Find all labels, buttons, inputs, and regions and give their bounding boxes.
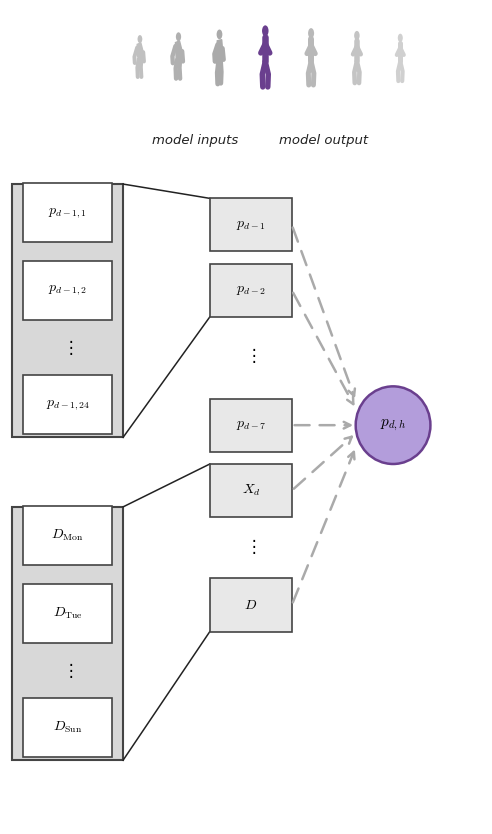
FancyBboxPatch shape	[23, 375, 112, 435]
Circle shape	[138, 35, 142, 43]
Polygon shape	[137, 43, 143, 58]
Text: $p_{d-2}$: $p_{d-2}$	[236, 284, 266, 297]
FancyBboxPatch shape	[210, 264, 292, 317]
FancyBboxPatch shape	[210, 399, 292, 452]
Text: $D_{\mathrm{Mon}}$: $D_{\mathrm{Mon}}$	[51, 528, 84, 543]
Text: $X_d$: $X_d$	[242, 483, 260, 498]
FancyBboxPatch shape	[23, 261, 112, 319]
Text: $p_{d-1,2}$: $p_{d-1,2}$	[48, 284, 87, 297]
Polygon shape	[217, 40, 223, 62]
Text: $\vdots$: $\vdots$	[245, 536, 256, 555]
Text: model inputs: model inputs	[152, 134, 239, 148]
Circle shape	[262, 25, 269, 37]
FancyBboxPatch shape	[23, 584, 112, 642]
Circle shape	[398, 33, 403, 43]
Text: $D$: $D$	[244, 598, 257, 612]
Text: $D_{\mathrm{Sun}}$: $D_{\mathrm{Sun}}$	[53, 720, 82, 736]
Polygon shape	[176, 41, 182, 58]
FancyBboxPatch shape	[210, 579, 292, 631]
Text: $\vdots$: $\vdots$	[245, 346, 256, 365]
Circle shape	[354, 31, 360, 40]
Text: $p_{d-7}$: $p_{d-7}$	[236, 418, 266, 432]
FancyBboxPatch shape	[210, 464, 292, 517]
Text: $\vdots$: $\vdots$	[62, 338, 73, 357]
Text: model output: model output	[278, 134, 368, 148]
Circle shape	[308, 28, 314, 38]
FancyBboxPatch shape	[12, 184, 123, 437]
Text: $p_{d-1,1}$: $p_{d-1,1}$	[48, 206, 87, 219]
FancyBboxPatch shape	[23, 698, 112, 757]
Circle shape	[176, 33, 181, 41]
Text: $p_{d-1,24}$: $p_{d-1,24}$	[46, 398, 90, 412]
FancyBboxPatch shape	[23, 506, 112, 565]
Circle shape	[216, 29, 222, 39]
FancyBboxPatch shape	[23, 183, 112, 242]
Ellipse shape	[356, 386, 430, 464]
Text: $p_{d-1}$: $p_{d-1}$	[236, 218, 266, 232]
Text: $D_{\mathrm{Tue}}$: $D_{\mathrm{Tue}}$	[53, 605, 83, 620]
Text: $\vdots$: $\vdots$	[62, 661, 73, 680]
Text: $p_{d,h}$: $p_{d,h}$	[380, 418, 406, 433]
FancyBboxPatch shape	[12, 507, 123, 761]
FancyBboxPatch shape	[210, 198, 292, 252]
